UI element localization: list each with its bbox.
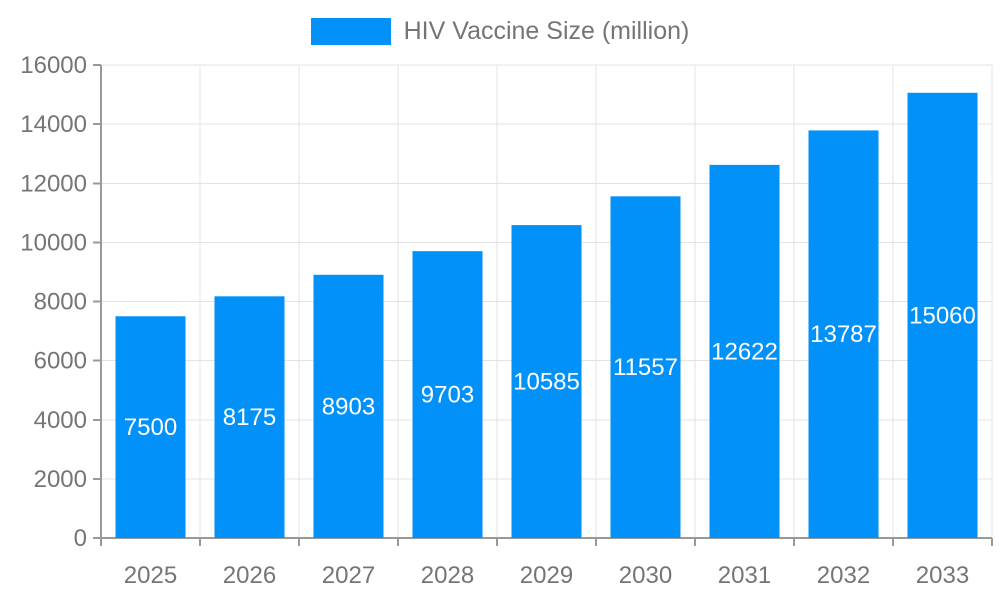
- legend-swatch: [310, 17, 391, 45]
- bar-value-label: 12622: [711, 338, 778, 365]
- x-tick-label: 2030: [619, 562, 672, 589]
- bar-value-label: 11557: [613, 354, 678, 381]
- y-tick-label: 4000: [34, 407, 87, 434]
- y-tick-label: 16000: [20, 52, 87, 79]
- bar-2026[interactable]: [214, 296, 285, 538]
- bar-2027[interactable]: [313, 274, 384, 538]
- x-tick-label: 2032: [817, 562, 870, 589]
- bar-2030[interactable]: [610, 196, 681, 538]
- bar-value-label: 8903: [322, 393, 375, 420]
- bar-value-label: 15060: [909, 302, 976, 329]
- y-tick-label: 12000: [20, 170, 87, 197]
- x-tick-label: 2028: [421, 562, 474, 589]
- y-tick-label: 6000: [34, 348, 87, 375]
- bar-2025[interactable]: [115, 316, 186, 538]
- legend-item[interactable]: HIV Vaccine Size (million): [0, 16, 1000, 46]
- y-tick-label: 2000: [34, 466, 87, 493]
- bar-2028[interactable]: [412, 251, 483, 538]
- bar-value-label: 7500: [124, 414, 177, 441]
- x-tick-label: 2025: [124, 562, 177, 589]
- y-tick-label: 8000: [34, 289, 87, 316]
- bar-value-label: 8175: [223, 404, 276, 431]
- x-tick-label: 2029: [520, 562, 573, 589]
- bar-value-label: 10585: [513, 369, 580, 396]
- bar-value-label: 13787: [810, 321, 877, 348]
- x-tick-label: 2027: [322, 562, 375, 589]
- bar-2031[interactable]: [709, 164, 780, 538]
- x-tick-label: 2031: [718, 562, 771, 589]
- bar-2032[interactable]: [808, 130, 879, 538]
- y-tick-label: 0: [74, 525, 87, 552]
- x-tick-label: 2033: [916, 562, 969, 589]
- bar-2033[interactable]: [907, 92, 978, 538]
- legend-label: HIV Vaccine Size (million): [403, 16, 690, 45]
- y-tick-label: 10000: [20, 229, 87, 256]
- bar-2029[interactable]: [511, 225, 582, 538]
- x-tick-label: 2026: [223, 562, 276, 589]
- y-tick-label: 14000: [20, 111, 87, 138]
- bar-value-label: 9703: [421, 382, 474, 409]
